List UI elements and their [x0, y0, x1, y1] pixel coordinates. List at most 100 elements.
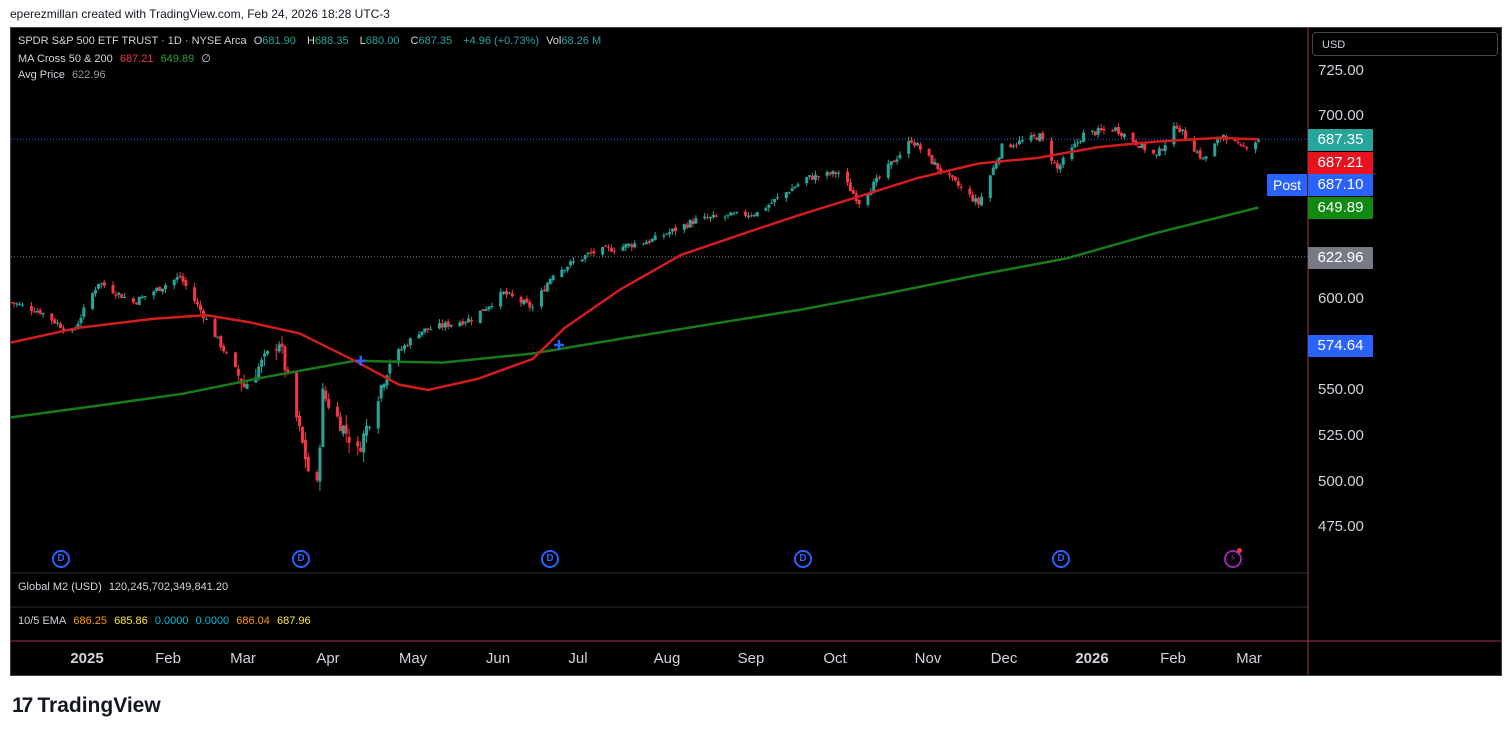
- candle-body: [344, 424, 348, 434]
- candle-body: [808, 175, 812, 177]
- candle-body: [834, 172, 838, 175]
- dividend-icon[interactable]: D: [794, 550, 812, 568]
- candle-body: [994, 162, 998, 169]
- candle-body: [467, 318, 471, 323]
- candle-body: [1256, 139, 1260, 142]
- candle-body: [805, 177, 809, 184]
- legend-ma-row[interactable]: MA Cross 50 & 200 687.21 649.89 ∅: [18, 52, 215, 65]
- candle-body: [895, 159, 899, 162]
- symbol-name[interactable]: SPDR S&P 500 ETF TRUST · 1D · NYSE Arca: [18, 35, 247, 47]
- dividend-icon[interactable]: D: [52, 550, 70, 568]
- tradingview-logo[interactable]: 17 TradingView: [12, 694, 161, 718]
- candle-body: [650, 239, 654, 242]
- candle-body: [974, 198, 978, 203]
- candle-body: [592, 251, 596, 254]
- candle-body: [1236, 141, 1240, 143]
- candle-body: [222, 346, 226, 352]
- time-axis-label: Mar: [230, 650, 256, 667]
- time-axis-label: Dec: [990, 650, 1018, 667]
- chart-caption: eperezmillan created with TradingView.co…: [10, 7, 390, 21]
- candle-body: [1213, 143, 1217, 157]
- candle-body: [172, 279, 176, 286]
- candle-body: [531, 307, 535, 309]
- candle-body: [1163, 145, 1167, 152]
- ema-indicator-name[interactable]: 10/5 EMA: [18, 615, 67, 627]
- candle-body: [857, 199, 861, 205]
- candle-body: [356, 441, 360, 447]
- candle-body: [580, 259, 584, 262]
- candle-body: [1009, 144, 1013, 148]
- candle-body: [939, 168, 943, 173]
- candle-body: [134, 302, 138, 304]
- chart-frame[interactable]: SPDR S&P 500 ETF TRUST · 1D · NYSE Arca …: [10, 27, 1502, 676]
- candle-body: [408, 338, 412, 346]
- candle-body: [338, 416, 342, 432]
- candle-body: [528, 301, 532, 308]
- ma200-value: 649.89: [160, 53, 195, 65]
- dividend-icon[interactable]: D: [292, 550, 310, 568]
- dividend-icon[interactable]: D: [1052, 550, 1070, 568]
- time-axis-label: Nov: [914, 650, 942, 667]
- candle-body: [1175, 126, 1179, 129]
- ma50-line: [11, 136, 1259, 392]
- candle-body: [1242, 145, 1246, 147]
- candle-body: [449, 324, 453, 327]
- candle-body: [956, 181, 960, 186]
- candle-body: [280, 343, 284, 347]
- ma-indicator-name[interactable]: MA Cross 50 & 200: [18, 53, 113, 65]
- candle-body: [583, 255, 587, 260]
- legend-avg-row[interactable]: Avg Price 622.96: [18, 69, 110, 81]
- m2-pane-legend[interactable]: Global M2 (USD) 120,245,702,349,841.20: [18, 581, 232, 593]
- candle-body: [811, 175, 815, 180]
- hidden-icon[interactable]: ∅: [201, 53, 211, 65]
- candle-body: [1152, 149, 1156, 154]
- candle-body: [971, 194, 975, 202]
- ema-pane-legend[interactable]: 10/5 EMA 686.25 685.86 0.0000 0.0000 686…: [18, 615, 315, 627]
- time-axis-label: Feb: [1160, 650, 1186, 667]
- candle-body: [764, 208, 768, 211]
- candle-body: [1119, 132, 1123, 137]
- candle-body: [245, 384, 249, 389]
- volume-label: Vol: [546, 35, 562, 47]
- brand-name: TradingView: [37, 694, 161, 717]
- candle-body: [59, 323, 63, 329]
- candle-body: [490, 305, 494, 307]
- dividend-icon[interactable]: D: [541, 550, 559, 568]
- candle-body: [572, 261, 576, 263]
- candle-body: [1029, 135, 1033, 141]
- avg-indicator-name[interactable]: Avg Price: [18, 69, 65, 81]
- ema-value-1: 686.25: [73, 615, 108, 627]
- candle-body: [828, 172, 832, 175]
- candle-body: [158, 286, 162, 292]
- candle-body: [872, 181, 876, 193]
- candle-body: [816, 176, 820, 178]
- candle-body: [825, 171, 829, 176]
- candle-body: [968, 188, 972, 195]
- lightning-icon[interactable]: ⚡: [1224, 550, 1242, 568]
- change-value: +4.96 (+0.73%): [463, 35, 540, 47]
- candle-body: [193, 287, 197, 302]
- candle-body: [647, 240, 651, 243]
- candle-body: [604, 245, 608, 247]
- candle-body: [525, 298, 529, 303]
- ema-value-6: 687.96: [276, 615, 311, 627]
- candle-body: [813, 174, 817, 180]
- candle-body: [743, 211, 747, 216]
- high-value: 688.35: [314, 35, 349, 47]
- candle-body: [691, 220, 695, 225]
- candle-body: [668, 232, 672, 235]
- candle-body: [682, 224, 686, 230]
- candle-body: [653, 235, 657, 241]
- candle-body: [184, 280, 188, 287]
- avg-price-tag: 622.96: [1308, 247, 1373, 269]
- price-chart[interactable]: [11, 28, 1501, 675]
- candle-body: [612, 250, 616, 252]
- candle-body: [347, 437, 351, 443]
- m2-indicator-name[interactable]: Global M2 (USD): [18, 581, 102, 593]
- candle-body: [196, 301, 200, 305]
- candle-body: [114, 294, 118, 296]
- candle-body: [405, 345, 409, 347]
- candle-body: [484, 309, 488, 311]
- currency-selector[interactable]: USD: [1312, 32, 1498, 56]
- candle-body: [303, 439, 307, 460]
